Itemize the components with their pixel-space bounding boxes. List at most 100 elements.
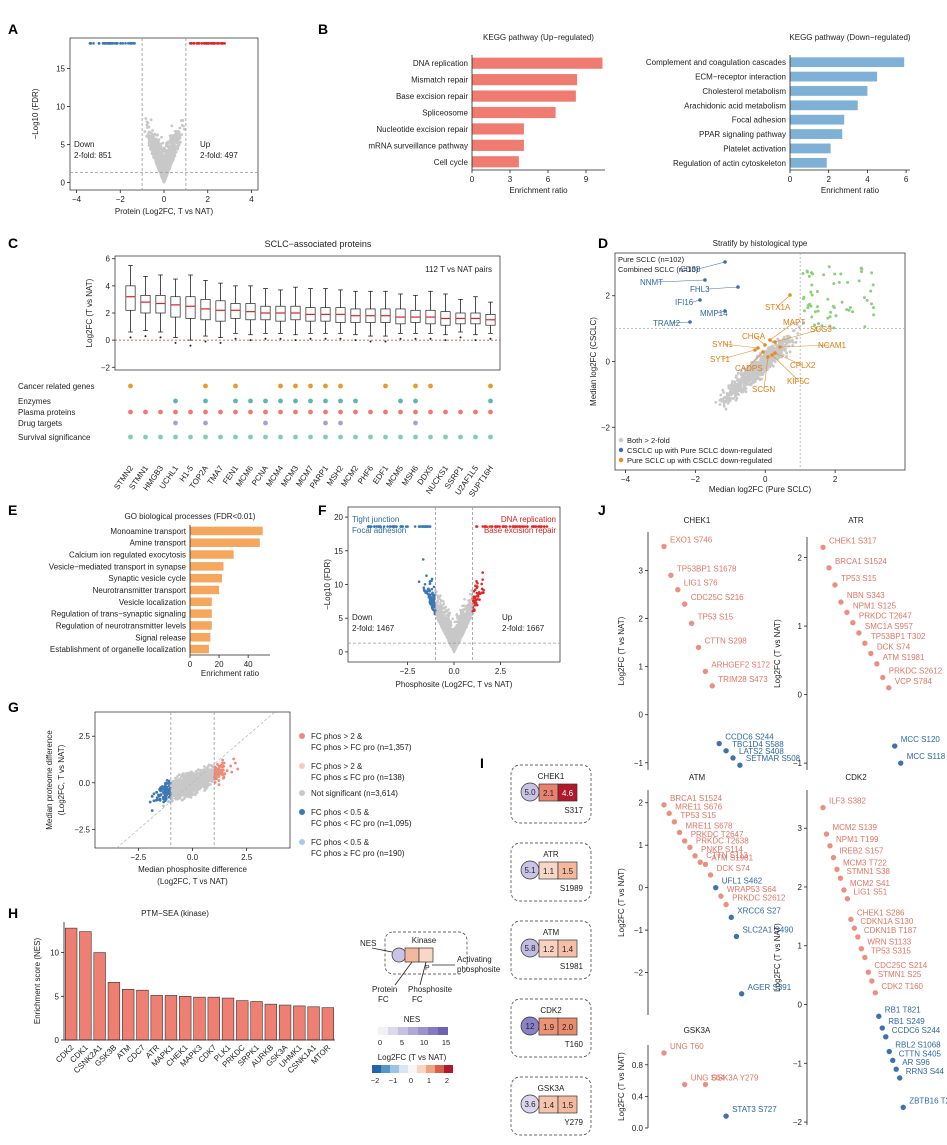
annotation-dot	[173, 409, 178, 415]
annotation-dot	[353, 434, 358, 440]
scatter-point	[736, 377, 740, 381]
nes-scale-cell	[378, 1027, 388, 1035]
fc-scale-cell	[426, 1065, 435, 1073]
volcano-point	[147, 136, 150, 139]
volcano-point	[458, 617, 462, 621]
kinase-card-title: ATR	[543, 850, 559, 859]
volcano-point	[180, 133, 184, 136]
outlier	[444, 339, 447, 342]
scatter-point	[202, 782, 206, 786]
legend-dot	[299, 839, 305, 845]
pure-up-label: CADPS	[735, 364, 763, 373]
volcano-point	[161, 165, 165, 168]
both-up-point	[862, 296, 866, 300]
outlier	[354, 339, 357, 342]
substrate-label: ARHGEF2 S172	[711, 660, 770, 669]
volcano-point	[480, 582, 484, 586]
nes-scale-tick: 0	[378, 1038, 382, 1047]
bar	[264, 1003, 277, 1041]
substrate-point	[695, 644, 702, 651]
bar	[790, 71, 878, 82]
scatter-point	[165, 788, 169, 791]
scatter-point	[785, 351, 789, 355]
y-axis-label: Enrichment score (NES)	[33, 938, 42, 1025]
volcano-point	[161, 155, 165, 158]
volcano-point	[463, 597, 466, 601]
scatter-point	[767, 346, 771, 350]
volcano-point	[163, 162, 167, 165]
y-tick-label: 2	[639, 615, 644, 624]
scatter-point	[792, 329, 796, 332]
volcano-point	[428, 589, 431, 593]
volcano-point	[447, 613, 450, 617]
scatter-point	[174, 792, 178, 795]
bar	[179, 995, 192, 1041]
scatter-point	[763, 361, 767, 365]
bar	[64, 927, 78, 1041]
y-axis-label: Log2FC (T vs NAT)	[617, 616, 626, 685]
volcano-point	[449, 620, 452, 624]
legend-dot	[299, 733, 305, 739]
volcano-point	[443, 611, 446, 615]
volcano-point	[482, 591, 485, 594]
annotation-dot	[188, 434, 193, 440]
annotation-dot	[368, 409, 373, 415]
bar-category-label: Regulation of neurotransmitter levels	[56, 621, 186, 630]
annotation-dot	[458, 409, 463, 415]
both-up-point	[851, 310, 855, 314]
substrate-point	[850, 619, 856, 626]
volcano-point	[211, 42, 215, 45]
scatter-point	[752, 380, 755, 384]
scatter-point	[229, 764, 233, 768]
volcano-point	[92, 42, 95, 45]
scatter-point	[182, 773, 186, 777]
volcano-point	[156, 133, 160, 137]
volcano-point	[157, 142, 161, 146]
outlier	[339, 337, 342, 340]
substrate-point	[716, 740, 722, 747]
volcano-point	[130, 42, 134, 45]
scatter-point	[773, 360, 777, 364]
volcano-point	[439, 622, 443, 625]
kinase-nes-value: 3.6	[524, 1100, 536, 1109]
both-up-point	[847, 308, 851, 312]
bar	[307, 1006, 320, 1041]
volcano-point	[458, 639, 461, 642]
annotation-dot	[368, 434, 373, 440]
y-tick-label: 0.0	[79, 779, 91, 788]
scatter-point	[150, 809, 154, 812]
annotation-dot	[293, 409, 298, 415]
scatter-point	[200, 771, 204, 775]
scatter-point	[787, 344, 790, 348]
box	[185, 296, 196, 319]
volcano-point	[466, 614, 470, 618]
pure-up-point	[778, 345, 782, 349]
outlier	[309, 337, 312, 340]
volcano-point	[149, 118, 153, 122]
up-label: Up	[200, 140, 211, 149]
csclc-up-label: NNMT	[640, 278, 663, 287]
annotation-dot	[143, 409, 148, 415]
volcano-point	[147, 139, 151, 143]
outlier	[294, 339, 297, 342]
volcano-point	[475, 591, 479, 595]
volcano-point	[155, 155, 159, 159]
pure-up-label: SYN1	[712, 340, 733, 349]
dna-replication-label: DNA replication	[501, 515, 556, 524]
scatter-point	[727, 386, 731, 390]
scatter-point	[236, 767, 240, 771]
volcano-point	[88, 42, 92, 45]
bar	[193, 996, 206, 1041]
volcano-point	[171, 153, 175, 156]
scatter-point	[187, 778, 191, 782]
annotation-dot	[488, 398, 493, 404]
volcano-point	[166, 142, 169, 146]
box	[170, 296, 181, 318]
substrate-point	[856, 630, 862, 636]
volcano-point	[147, 130, 151, 134]
volcano-point	[168, 163, 172, 167]
scatter-point	[152, 792, 156, 796]
volcano-point	[472, 590, 476, 593]
y-tick-label: 4	[106, 282, 111, 291]
scatter-point	[773, 355, 777, 359]
